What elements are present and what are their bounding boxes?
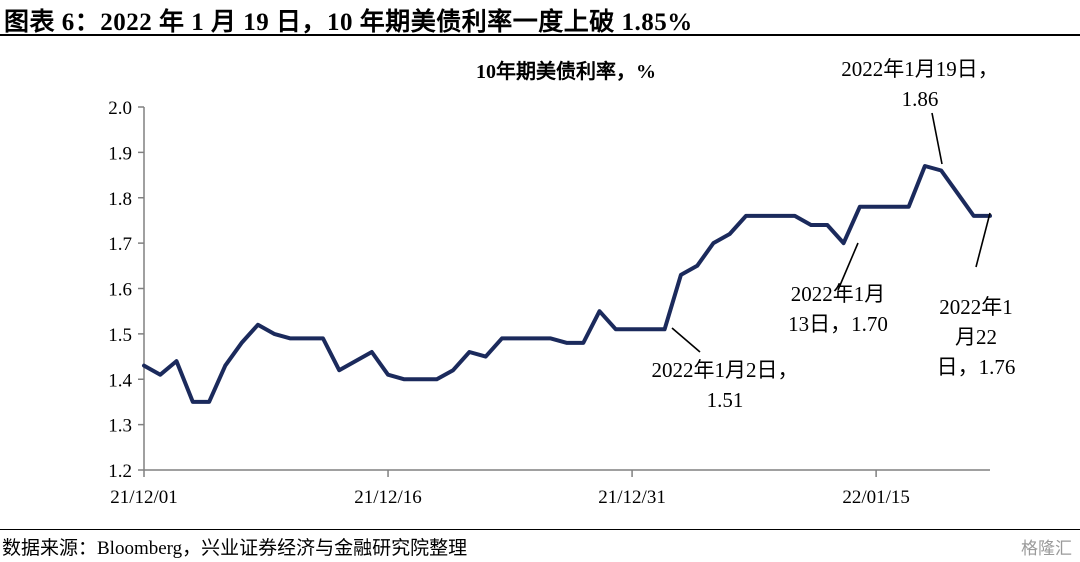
x-tick-label: 21/12/01 xyxy=(110,487,178,508)
y-tick-label: 1.7 xyxy=(108,234,132,255)
x-tick-label: 21/12/31 xyxy=(598,487,666,508)
annotation: 2022年1 月22 日，1.76 xyxy=(937,212,1016,379)
chart-title: 10年期美债利率，% xyxy=(476,59,656,83)
y-tick-label: 1.5 xyxy=(108,325,132,346)
annotation-leader xyxy=(671,327,701,353)
figure-title: 图表 6：2022 年 1 月 19 日，10 年期美债利率一度上破 1.85% xyxy=(4,9,693,36)
series-layer xyxy=(142,164,992,404)
x-tick-label: 22/01/15 xyxy=(842,487,910,508)
source-rule xyxy=(0,529,1080,530)
annotation-text: 1.86 xyxy=(902,87,939,111)
y-tick-label: 1.2 xyxy=(108,461,132,482)
annotation-text: 2022年1月19日， xyxy=(841,57,999,81)
annotation: 2022年1月 13日，1.70 xyxy=(788,242,888,336)
series-line xyxy=(142,164,992,404)
annotation-text: 1.51 xyxy=(707,388,744,412)
y-tick-label: 1.9 xyxy=(108,143,132,164)
watermark: 格隆汇 xyxy=(1021,539,1072,559)
y-axis: 1.2 1.3 1.4 1.5 1.6 1.7 1.8 1.9 2.0 xyxy=(108,98,145,482)
annotation-layer: 2022年1月19日，1.862022年1月13日，1.702022年1月2日，… xyxy=(652,57,1016,412)
source-note: 数据来源：Bloomberg，兴业证券经济与金融研究院整理 xyxy=(2,538,468,559)
x-axis: 21/12/01 21/12/16 21/12/31 22/01/15 xyxy=(110,469,990,508)
annotation-text: 13日，1.70 xyxy=(788,312,888,336)
y-tick-label: 1.4 xyxy=(108,370,132,391)
line-chart: 10年期美债利率，% 1.2 1.3 1.4 1.5 1.6 1.7 1.8 1.9 2.0 2… xyxy=(108,57,1016,508)
y-tick-label: 2.0 xyxy=(108,98,132,119)
x-tick-label: 21/12/16 xyxy=(354,487,422,508)
annotation-leader xyxy=(931,112,943,165)
y-tick-label: 1.6 xyxy=(108,280,132,301)
annotation-text: 2022年1月2日， xyxy=(652,358,799,382)
annotation-text: 2022年1月 xyxy=(791,282,886,306)
annotation: 2022年1月19日， 1.86 xyxy=(841,57,999,165)
annotation: 2022年1月2日， 1.51 xyxy=(652,327,799,412)
annotation-text: 月22 xyxy=(955,325,997,349)
annotation-text: 2022年1 xyxy=(939,295,1013,319)
annotation-leader xyxy=(837,242,859,291)
annotation-leader xyxy=(975,212,991,268)
annotation-text: 日，1.76 xyxy=(937,355,1016,379)
y-tick-label: 1.3 xyxy=(108,416,132,437)
title-rule xyxy=(0,34,1080,36)
y-tick-label: 1.8 xyxy=(108,189,132,210)
